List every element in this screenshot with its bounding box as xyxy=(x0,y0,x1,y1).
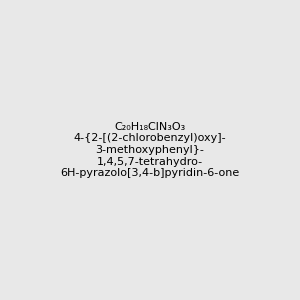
Text: C₂₀H₁₈ClN₃O₃
4-{2-[(2-chlorobenzyl)oxy]-
3-methoxyphenyl}-
1,4,5,7-tetrahydro-
6: C₂₀H₁₈ClN₃O₃ 4-{2-[(2-chlorobenzyl)oxy]-… xyxy=(60,122,240,178)
